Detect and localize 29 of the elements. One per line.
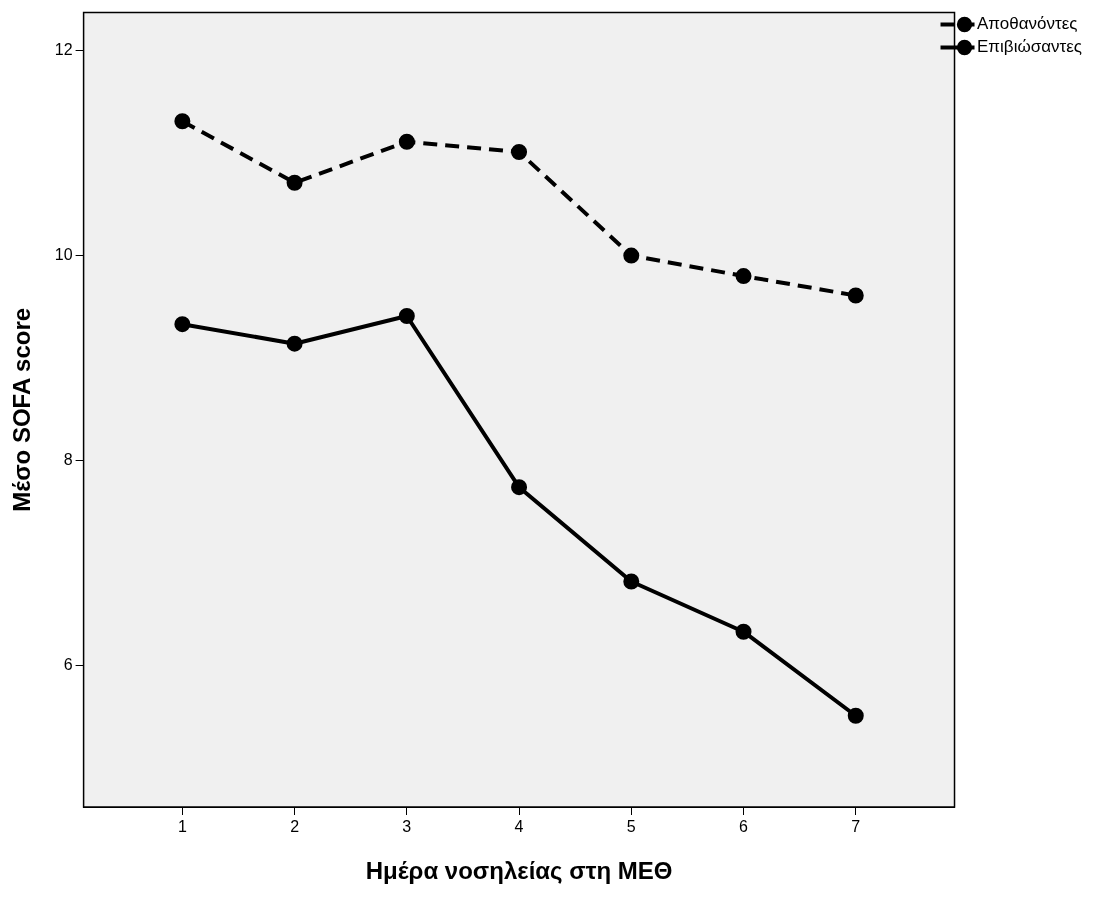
y-tick-label: 6 (63, 655, 73, 673)
x-axis-title: Ημέρα νοσηλείας στη ΜΕΘ (365, 857, 673, 885)
point (847, 707, 864, 724)
x-tick-label: 1 (177, 818, 187, 836)
point (735, 623, 752, 640)
y-axis-title: Μέσο SOFA score (8, 307, 36, 512)
legend-label: Επιβιώσαντες (977, 37, 1082, 57)
x-tick-label: 2 (290, 818, 300, 836)
x-tick-label: 4 (514, 818, 524, 836)
point (174, 113, 191, 130)
y-tick-label: 10 (54, 245, 73, 263)
y-tick-label: 12 (54, 40, 73, 58)
legend-label: Αποθανόντες (977, 14, 1078, 34)
point (511, 144, 528, 160)
x-tick-label: 3 (402, 818, 412, 836)
point (398, 133, 415, 150)
point (511, 479, 528, 496)
point (286, 335, 303, 352)
point (174, 316, 191, 333)
x-tick-label: 5 (626, 818, 636, 836)
point (286, 174, 303, 191)
y-tick-label: 8 (63, 450, 73, 468)
point (398, 308, 415, 325)
point (735, 268, 752, 285)
point (847, 287, 864, 304)
x-tick-label: 6 (739, 818, 749, 836)
x-tick-label: 7 (851, 818, 861, 836)
point (623, 573, 640, 590)
point (623, 247, 640, 264)
